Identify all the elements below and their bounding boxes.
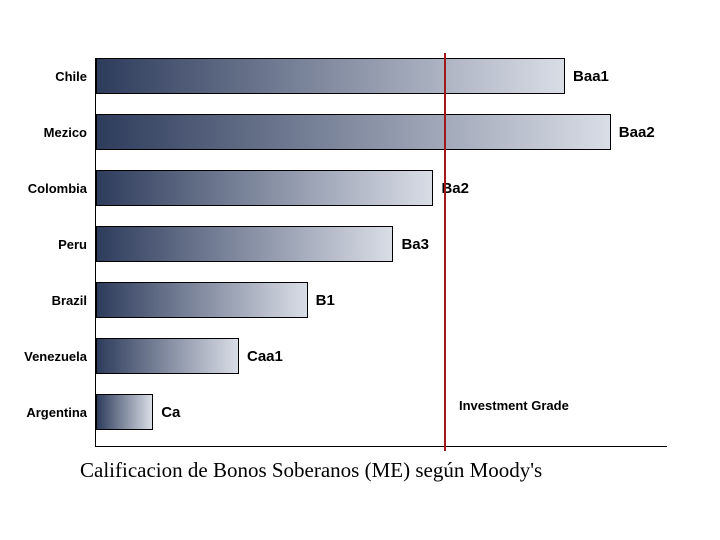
bar-label-venezuela: Caa1	[247, 348, 283, 365]
investment-grade-line	[444, 53, 446, 451]
bar-chile	[96, 58, 565, 94]
bar-argentina	[96, 394, 153, 430]
ytick-label-peru: Peru	[58, 237, 87, 252]
bar-brazil	[96, 282, 308, 318]
bar-colombia	[96, 170, 433, 206]
legend-investment-grade: Investment Grade	[459, 398, 569, 413]
ytick-label-colombia: Colombia	[28, 181, 87, 196]
bar-label-chile: Baa1	[573, 68, 609, 85]
chart-stage: ChileBaa1MezicoBaa2ColombiaBa2PeruBa3Bra…	[0, 0, 720, 540]
ytick-label-venezuela: Venezuela	[24, 349, 87, 364]
bar-mezico	[96, 114, 611, 150]
bar-label-argentina: Ca	[161, 404, 180, 421]
chart-caption: Calificacion de Bonos Soberanos (ME) seg…	[80, 458, 542, 483]
bar-peru	[96, 226, 393, 262]
ytick-label-chile: Chile	[55, 69, 87, 84]
bar-label-brazil: B1	[316, 292, 335, 309]
bar-venezuela	[96, 338, 239, 374]
x-axis-line	[95, 446, 667, 447]
ytick-label-mezico: Mezico	[44, 125, 87, 140]
bar-label-mezico: Baa2	[619, 124, 655, 141]
ytick-label-argentina: Argentina	[26, 405, 87, 420]
bar-label-peru: Ba3	[401, 236, 429, 253]
ytick-label-brazil: Brazil	[52, 293, 87, 308]
